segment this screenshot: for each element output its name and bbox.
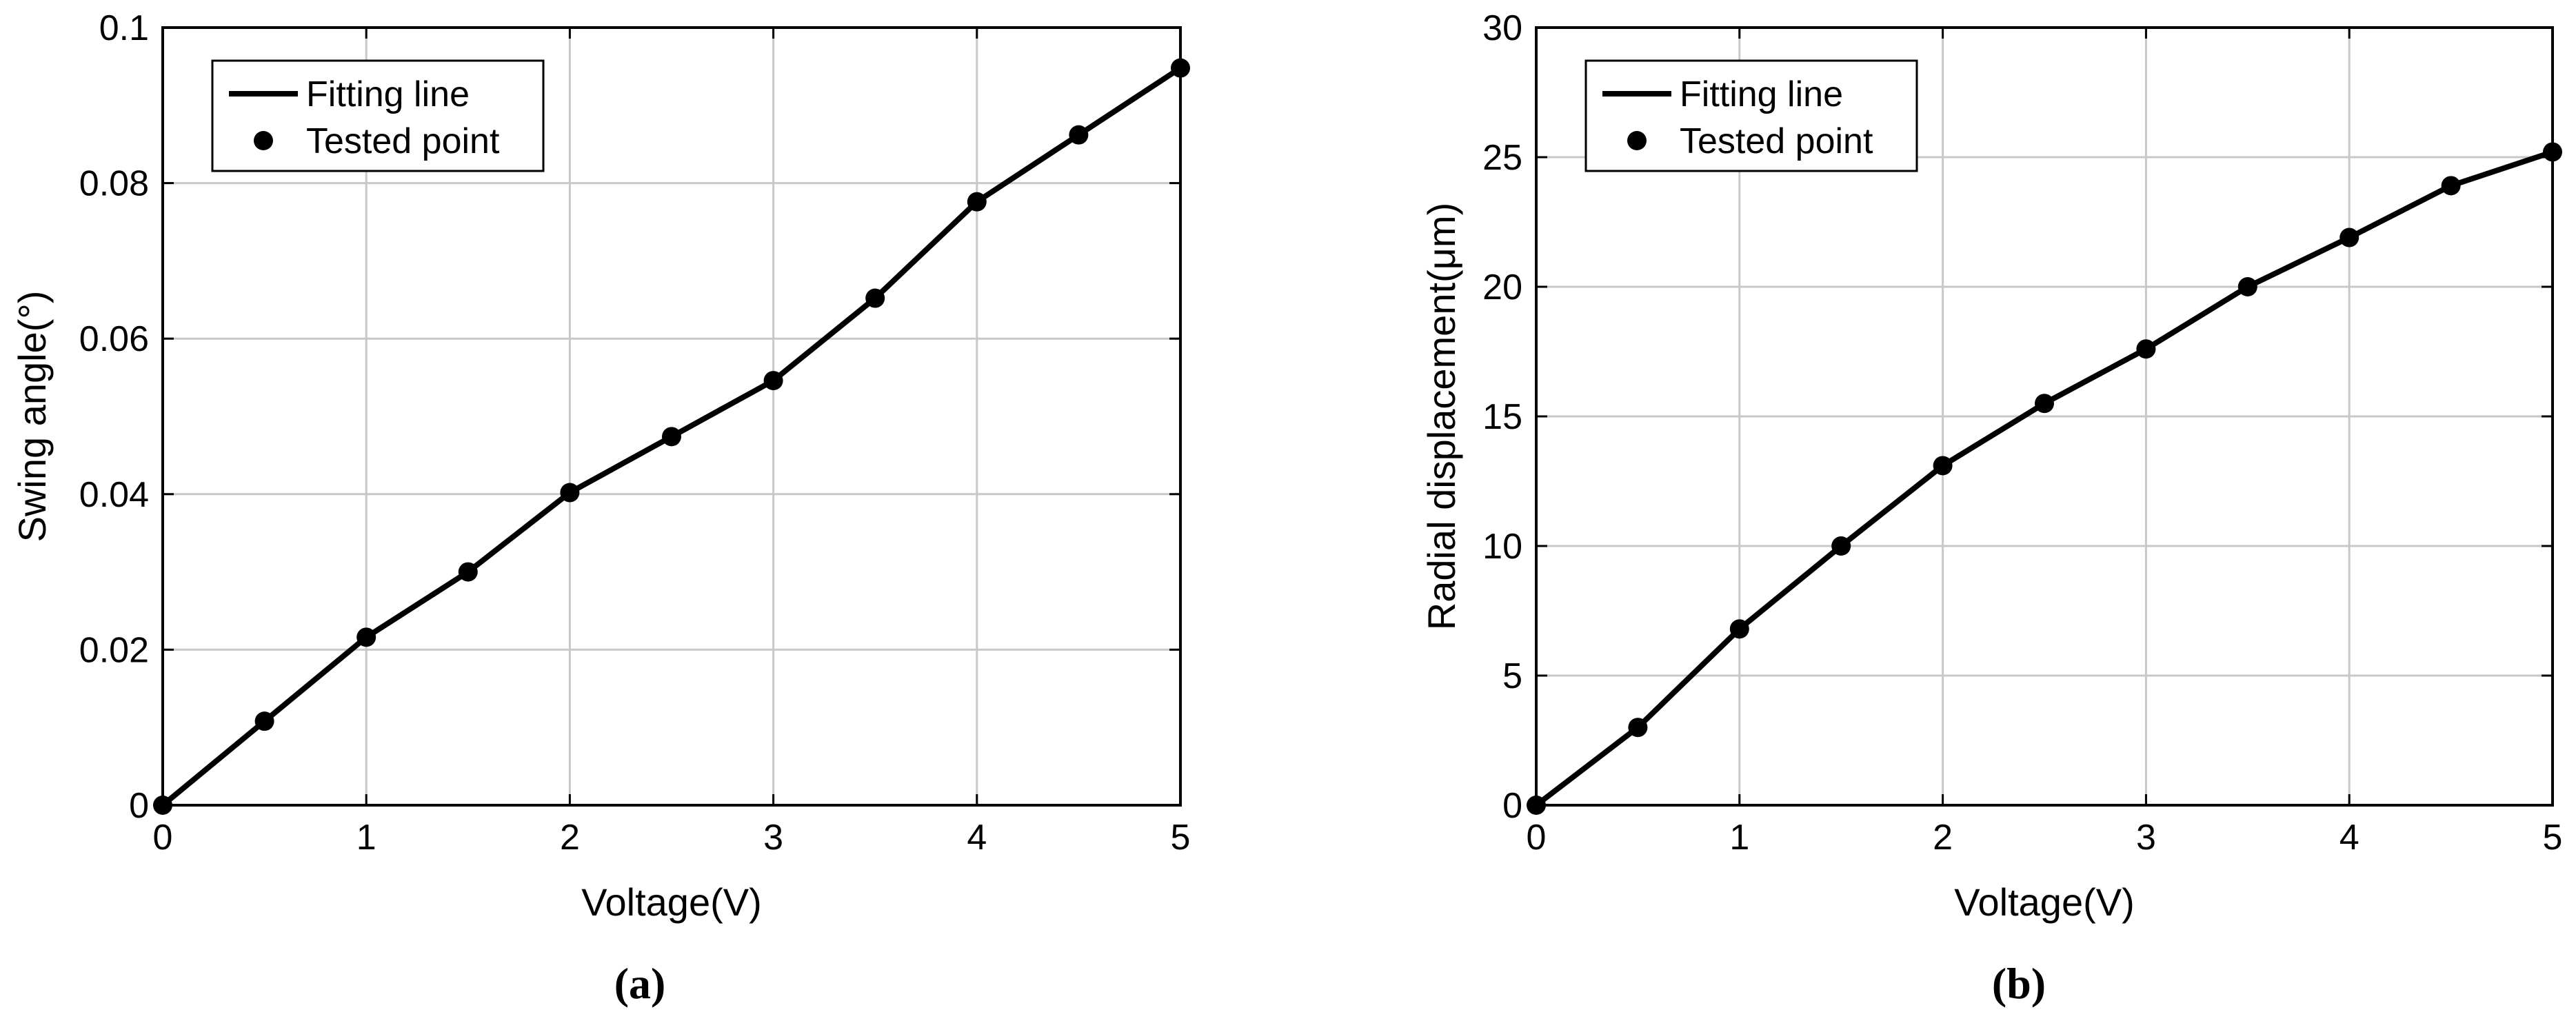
y-tick-label: 30 [1482,8,1522,48]
plot-frame [1535,26,2554,807]
plot-frame [161,26,1182,807]
x-tick-label: 0 [153,818,173,858]
tested-point [662,427,681,447]
legend-label-tested-point: Tested point [1680,121,1873,161]
y-tick-label: 0.02 [79,630,149,670]
tested-point [2136,339,2156,359]
y-tick-label: 10 [1482,527,1522,567]
legend-label-tested-point: Tested point [306,121,500,161]
y-axis-label: Swing angle(°) [10,291,54,543]
tested-point [1933,456,1953,476]
legend-label-fitting-line: Fitting line [306,74,470,114]
tested-point [2035,394,2054,414]
x-tick-label: 4 [2339,818,2359,858]
tested-point [1527,796,1546,815]
y-tick-label: 0.1 [99,8,149,48]
tested-point [1628,718,1648,738]
tested-point [458,562,478,582]
x-tick-label: 2 [560,818,580,858]
y-tick-label: 0.08 [79,164,149,204]
x-axis-label: Voltage(V) [581,880,762,924]
x-axis-label: Voltage(V) [1954,880,2135,924]
tested-point [2543,142,2562,162]
tested-point [1831,536,1851,556]
tested-point [2237,277,2257,296]
legend-box [1584,59,1918,172]
y-tick-label: 25 [1482,138,1522,178]
x-tick-label: 3 [2136,818,2156,858]
tested-point [1171,58,1190,78]
fitting-line [1534,149,2554,808]
legend-box [211,59,545,172]
tested-point [763,371,783,391]
y-tick-label: 15 [1482,397,1522,437]
y-tick-label: 0 [129,786,149,826]
x-tick-label: 3 [763,818,783,858]
legend-marker-swatch [254,131,273,150]
tested-point [153,796,172,815]
y-tick-label: 0.04 [79,475,149,515]
y-axis-label: Radial displacement(μm) [1420,203,1463,630]
x-tick-label: 5 [2543,818,2563,858]
x-tick-label: 5 [1171,818,1191,858]
y-tick-label: 5 [1502,656,1522,696]
x-tick-label: 1 [356,818,376,858]
panel-caption: (a) [614,959,666,1008]
tested-point [967,192,987,212]
tested-point [2441,176,2461,196]
chart-panel-a: 0 1 2 3 4 5 0 0.02 0.04 0.06 0.08 0.1 Voltage(V) Swin… [10,8,1190,1008]
y-tick-label: 20 [1482,267,1522,307]
x-tick-label: 0 [1527,818,1547,858]
x-tick-label: 1 [1729,818,1749,858]
x-tick-label: 2 [1933,818,1953,858]
legend-label-fitting-line: Fitting line [1680,74,1843,114]
tested-point [865,288,885,308]
tested-point [1069,125,1089,145]
panel-caption: (b) [1992,959,2046,1008]
chart-panel-b: 0 1 2 3 4 5 0 5 10 15 20 25 30 Voltage(V) Radial displ… [1420,8,2562,1008]
tested-point [254,711,274,731]
tested-point [1729,619,1749,639]
tested-point [356,627,376,647]
legend-marker-swatch [1627,131,1647,150]
y-tick-label: 0.06 [79,319,149,359]
tested-point [560,483,580,503]
tested-point [2339,227,2359,247]
x-tick-label: 4 [967,818,987,858]
y-tick-label: 0 [1502,786,1522,826]
